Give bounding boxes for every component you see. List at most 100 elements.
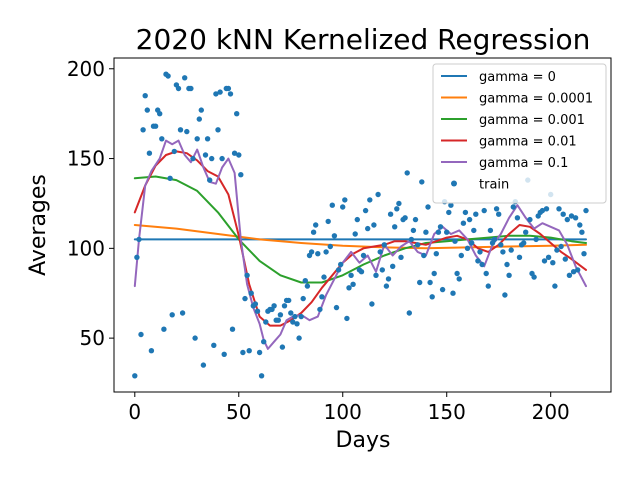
- legend-label-0: gamma = 0: [479, 70, 556, 85]
- x-tick-label: 200: [532, 400, 570, 424]
- data-point: [579, 229, 585, 235]
- data-point: [369, 301, 375, 307]
- data-point: [229, 326, 236, 332]
- data-point: [177, 127, 184, 133]
- axes-frame: [113, 57, 612, 393]
- legend-label-2: gamma = 0.001: [479, 113, 585, 128]
- legend-label-4: gamma = 0.1: [479, 156, 568, 171]
- data-point: [485, 283, 491, 289]
- legend: gamma = 0 gamma = 0.0001 gamma = 0.001 gamm…: [432, 63, 607, 204]
- data-point: [577, 222, 583, 228]
- data-point: [371, 222, 377, 228]
- data-point: [502, 292, 508, 298]
- data-point: [310, 229, 317, 235]
- data-point: [275, 317, 281, 323]
- data-point: [165, 73, 171, 79]
- data-point: [392, 224, 398, 230]
- data-point: [383, 283, 390, 289]
- y-tick-label: 200: [67, 57, 105, 81]
- data-point: [244, 272, 250, 278]
- data-point: [279, 344, 286, 350]
- data-point: [354, 216, 360, 223]
- data-point: [144, 107, 150, 113]
- data-point: [423, 229, 429, 235]
- data-point: [234, 111, 240, 117]
- data-point: [340, 204, 346, 210]
- data-point: [184, 128, 190, 135]
- y-tick-label: 50: [80, 326, 105, 350]
- data-point: [570, 269, 577, 275]
- data-point: [161, 326, 167, 332]
- data-point: [136, 236, 142, 243]
- legend-label-1: gamma = 0.0001: [479, 92, 593, 107]
- data-point: [142, 93, 148, 99]
- data-point: [458, 252, 464, 259]
- data-point: [296, 335, 302, 341]
- data-point: [323, 249, 329, 255]
- data-point: [479, 261, 485, 268]
- y-axis-label: Averages: [26, 174, 51, 276]
- data-point: [408, 236, 415, 243]
- data-point: [437, 224, 444, 230]
- data-point: [342, 197, 348, 203]
- data-point: [308, 249, 315, 255]
- data-point: [367, 197, 373, 203]
- legend-label-3: gamma = 0.01: [479, 135, 577, 150]
- data-point: [288, 310, 294, 316]
- data-point: [568, 213, 575, 219]
- data-point: [491, 236, 498, 243]
- data-point: [533, 236, 539, 243]
- data-point: [527, 216, 533, 223]
- data-point: [302, 278, 308, 284]
- data-point: [167, 175, 173, 181]
- data-point: [504, 261, 510, 268]
- data-point: [448, 202, 454, 208]
- data-point: [566, 272, 573, 278]
- data-point: [521, 240, 527, 246]
- data-point: [132, 373, 138, 379]
- data-point: [327, 243, 333, 250]
- data-point: [377, 249, 383, 255]
- data-point: [406, 310, 412, 316]
- data-point: [362, 207, 369, 214]
- data-point: [433, 251, 439, 257]
- data-point: [545, 254, 552, 260]
- data-point: [134, 254, 140, 260]
- data-point: [390, 263, 396, 269]
- data-point: [236, 152, 242, 158]
- data-point: [329, 202, 335, 208]
- x-tick-label: 150: [428, 400, 466, 424]
- data-point: [464, 245, 471, 251]
- data-point: [543, 206, 550, 212]
- data-point: [246, 348, 252, 354]
- data-point: [523, 229, 529, 235]
- data-point: [481, 207, 487, 214]
- data-point: [516, 254, 523, 260]
- data-point: [560, 211, 566, 217]
- data-point: [225, 85, 232, 92]
- data-point: [238, 172, 244, 178]
- data-point: [454, 270, 460, 277]
- data-point: [350, 281, 356, 287]
- data-point: [159, 136, 165, 142]
- data-point: [550, 260, 556, 266]
- x-tick-label: 0: [128, 400, 141, 424]
- data-point: [444, 229, 450, 235]
- data-point: [211, 342, 217, 348]
- x-axis: 0 50 100 150 200: [128, 392, 570, 424]
- data-point: [240, 349, 246, 356]
- data-point: [215, 127, 221, 133]
- data-point: [498, 242, 504, 248]
- data-point: [514, 215, 521, 221]
- legend-box: [432, 63, 607, 204]
- data-point: [562, 256, 568, 262]
- data-point: [419, 179, 425, 185]
- data-point: [321, 274, 327, 280]
- data-point: [171, 148, 177, 155]
- data-point: [325, 218, 331, 225]
- data-point: [292, 313, 298, 320]
- data-point: [427, 279, 433, 286]
- data-point: [146, 150, 153, 156]
- x-tick-label: 50: [226, 400, 251, 424]
